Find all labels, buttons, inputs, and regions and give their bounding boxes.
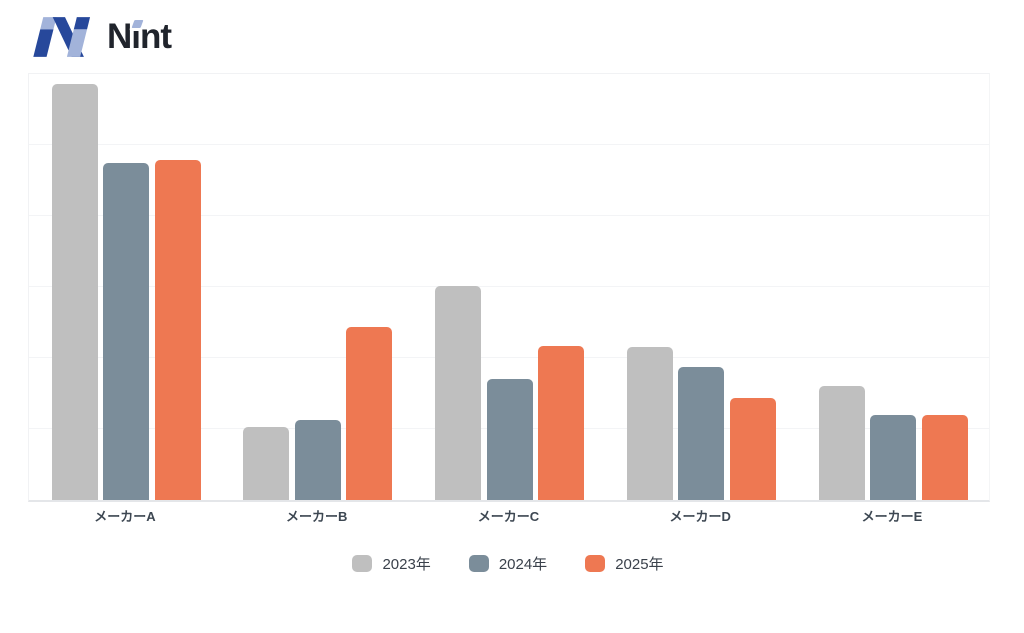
gridline [29,215,989,216]
x-axis-label-cat1: メーカーB [286,509,348,524]
bar-series0-cat3 [626,346,673,500]
x-axis-label-cat2: メーカーC [477,509,540,524]
bar-series2-cat0 [154,159,201,500]
legend-swatch-icon [352,555,373,572]
x-axis-label-cat0: メーカーA [94,509,156,524]
x-axis-label-cat4: メーカーE [861,509,923,524]
x-axis-label-cat3: メーカーD [669,509,731,524]
bar-series0-cat4 [818,386,865,500]
legend-item-series2[interactable]: 2025年 [585,553,664,574]
bar-series2-cat2 [538,345,584,500]
bar-series2-cat1 [346,327,393,500]
legend-label: 2025年 [615,556,664,573]
bar-series2-cat4 [921,414,968,500]
legend-swatch-icon [585,555,606,572]
gridline [29,144,989,145]
plot-area [28,73,990,502]
nint-logo-icon [33,17,91,57]
bar-series2-cat3 [729,397,776,500]
nint-logo: Nint [30,14,172,60]
bar-series0-cat1 [243,426,290,500]
bar-series1-cat3 [678,367,725,500]
gridline [29,357,989,358]
legend: 2023年 2024年 2025年 [28,553,988,574]
bar-series1-cat1 [294,419,341,500]
legend-item-series1[interactable]: 2024年 [468,553,548,574]
header: Nint [0,0,1024,70]
legend-item-series0[interactable]: 2023年 [352,553,431,574]
legend-swatch-icon [468,555,489,572]
x-axis-labels: メーカーA メーカーB メーカーC メーカーD メーカーE [28,506,988,526]
brand-name: Nint [107,14,172,60]
bar-series1-cat0 [103,163,149,500]
legend-label: 2023年 [382,556,431,573]
legend-label: 2024年 [498,556,548,573]
bar-series0-cat0 [51,83,98,500]
bar-series0-cat2 [435,286,481,500]
gridline [29,286,989,287]
bar-series1-cat4 [870,414,916,500]
bar-series1-cat2 [486,378,533,500]
